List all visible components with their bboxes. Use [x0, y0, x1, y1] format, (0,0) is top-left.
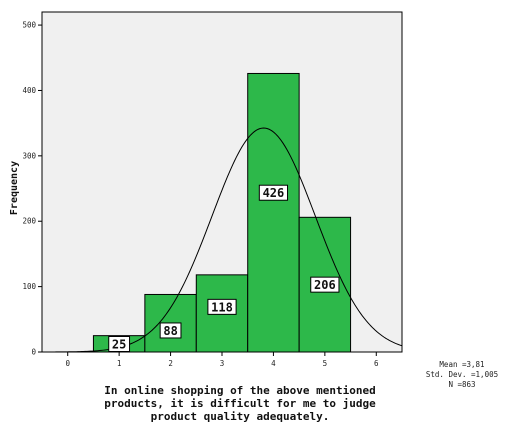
y-tick-label: 300 [22, 151, 36, 160]
bar-labels-layer: 25 88 118 426 206 [108, 184, 340, 352]
bar-label-1: 25 [112, 338, 126, 352]
y-tick-label: 200 [22, 217, 36, 226]
x-axis-label: In online shopping of the above mentione… [40, 384, 440, 423]
bar-label-box-4 [258, 184, 289, 201]
bar-label-box-2 [159, 322, 182, 339]
y-tick-label: 500 [22, 21, 36, 30]
x-tick-label: 1 [117, 359, 122, 368]
x-tick-label: 4 [271, 359, 276, 368]
bar-label-4: 426 [263, 186, 285, 200]
stats-mean: Mean =3,81 [439, 360, 484, 369]
x-tick-label: 3 [220, 359, 225, 368]
y-axis: 0 100 200 300 400 500 [22, 21, 42, 357]
bar-label-3: 118 [211, 300, 233, 314]
y-tick-label: 400 [22, 86, 36, 95]
stats-std-dev: Std. Dev. =1,005 [426, 370, 498, 379]
stats-box: Mean =3,81 Std. Dev. =1,005 N =863 [426, 360, 498, 389]
x-tick-label: 2 [168, 359, 173, 368]
bar-label-box-1 [108, 336, 131, 352]
bar-label-box-5 [310, 276, 340, 293]
bar-4 [247, 72, 300, 353]
x-axis-label-line-1: In online shopping of the above mentione… [104, 384, 376, 397]
bar-label-2: 88 [163, 324, 177, 338]
bar-label-box-3 [207, 298, 237, 315]
stats-n: N =863 [448, 380, 475, 389]
y-tick-label: 100 [22, 282, 36, 291]
y-axis-label: Frequency [9, 161, 20, 215]
y-tick-label: 0 [31, 348, 36, 357]
x-tick-label: 0 [65, 359, 70, 368]
bar-label-5: 206 [314, 278, 336, 292]
x-tick-label: 6 [374, 359, 379, 368]
x-tick-label: 5 [323, 359, 328, 368]
x-axis: 0 1 2 3 4 5 6 [65, 352, 379, 368]
x-axis-label-line-2: products, it is difficult for me to judg… [104, 397, 376, 410]
normal-curve [41, 127, 403, 353]
x-axis-label-line-3: product quality adequately. [150, 410, 330, 423]
